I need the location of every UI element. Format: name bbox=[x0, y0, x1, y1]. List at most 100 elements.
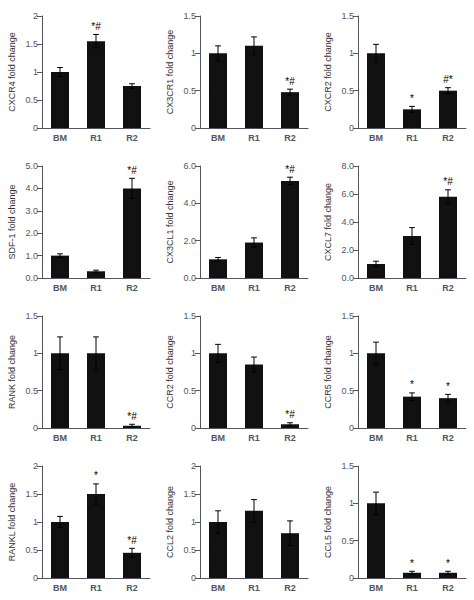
svg-text:R1: R1 bbox=[406, 583, 418, 593]
svg-text:*: * bbox=[410, 558, 414, 569]
svg-text:2: 2 bbox=[33, 11, 38, 21]
svg-text:CXCL7 fold change: CXCL7 fold change bbox=[323, 183, 333, 261]
svg-text:2.0: 2.0 bbox=[25, 228, 38, 238]
svg-text:BM: BM bbox=[369, 283, 383, 293]
svg-text:R2: R2 bbox=[284, 583, 296, 593]
svg-text:BM: BM bbox=[211, 283, 225, 293]
svg-text:3.0: 3.0 bbox=[25, 206, 38, 216]
svg-text:4.0: 4.0 bbox=[341, 217, 354, 227]
svg-text:*#: *# bbox=[127, 411, 137, 422]
svg-text:R1: R1 bbox=[406, 433, 418, 443]
svg-text:CCL5 fold change: CCL5 fold change bbox=[323, 486, 333, 558]
svg-text:1.5: 1.5 bbox=[25, 311, 38, 321]
svg-text:R1: R1 bbox=[248, 283, 260, 293]
svg-text:0.5: 0.5 bbox=[183, 545, 196, 555]
svg-text:BM: BM bbox=[211, 433, 225, 443]
svg-text:*#: *# bbox=[443, 176, 453, 187]
svg-text:R1: R1 bbox=[248, 133, 260, 143]
svg-text:R2: R2 bbox=[442, 433, 454, 443]
svg-text:R2: R2 bbox=[126, 583, 138, 593]
svg-text:0: 0 bbox=[191, 573, 196, 583]
svg-text:BM: BM bbox=[53, 583, 67, 593]
svg-text:0: 0 bbox=[33, 423, 38, 433]
svg-text:0.0: 0.0 bbox=[183, 273, 196, 283]
svg-text:8.0: 8.0 bbox=[341, 161, 354, 171]
svg-text:*#: *# bbox=[285, 164, 295, 175]
svg-text:1: 1 bbox=[191, 348, 196, 358]
svg-text:R2: R2 bbox=[284, 283, 296, 293]
svg-text:1.5: 1.5 bbox=[25, 489, 38, 499]
svg-text:R1: R1 bbox=[248, 433, 260, 443]
svg-text:R2: R2 bbox=[442, 283, 454, 293]
svg-text:1: 1 bbox=[33, 67, 38, 77]
svg-text:CCL2 fold change: CCL2 fold change bbox=[165, 486, 175, 558]
svg-text:0.5: 0.5 bbox=[25, 386, 38, 396]
svg-text:BM: BM bbox=[369, 433, 383, 443]
svg-text:6.0: 6.0 bbox=[341, 189, 354, 199]
svg-text:*#: *# bbox=[127, 535, 137, 546]
svg-text:1.5: 1.5 bbox=[183, 11, 196, 21]
svg-text:1: 1 bbox=[349, 48, 354, 58]
svg-text:0: 0 bbox=[191, 123, 196, 133]
svg-text:RANKL fold change: RANKL fold change bbox=[7, 483, 17, 562]
svg-text:*#: *# bbox=[127, 165, 137, 176]
svg-text:BM: BM bbox=[211, 133, 225, 143]
svg-text:BM: BM bbox=[369, 583, 383, 593]
svg-text:0.5: 0.5 bbox=[341, 86, 354, 96]
svg-text:1: 1 bbox=[33, 517, 38, 527]
svg-text:R2: R2 bbox=[284, 133, 296, 143]
svg-text:2: 2 bbox=[191, 461, 196, 471]
svg-text:CXCR2 fold change: CXCR2 fold change bbox=[323, 32, 333, 112]
svg-text:BM: BM bbox=[53, 133, 67, 143]
svg-text:*#: *# bbox=[285, 409, 295, 420]
svg-text:BM: BM bbox=[53, 433, 67, 443]
svg-text:1.5: 1.5 bbox=[25, 39, 38, 49]
svg-text:*: * bbox=[410, 379, 414, 390]
svg-text:*: * bbox=[446, 381, 450, 392]
svg-text:1: 1 bbox=[191, 48, 196, 58]
svg-text:5.0: 5.0 bbox=[25, 161, 38, 171]
svg-text:R1: R1 bbox=[90, 133, 102, 143]
svg-text:*: * bbox=[94, 470, 98, 481]
svg-text:1.5: 1.5 bbox=[341, 461, 354, 471]
svg-text:CXCR4 fold change: CXCR4 fold change bbox=[7, 32, 17, 112]
svg-text:*#: *# bbox=[285, 76, 295, 87]
svg-text:R2: R2 bbox=[442, 133, 454, 143]
svg-text:0.5: 0.5 bbox=[341, 386, 354, 396]
svg-text:CCR2 fold change: CCR2 fold change bbox=[165, 335, 175, 409]
svg-text:CCR5 fold change: CCR5 fold change bbox=[323, 335, 333, 409]
svg-text:BM: BM bbox=[211, 583, 225, 593]
svg-text:0.5: 0.5 bbox=[25, 545, 38, 555]
svg-text:0: 0 bbox=[349, 573, 354, 583]
svg-text:0.5: 0.5 bbox=[183, 86, 196, 96]
svg-text:SDF-1 fold change: SDF-1 fold change bbox=[7, 184, 17, 259]
svg-text:1: 1 bbox=[33, 348, 38, 358]
svg-text:CX3CR1 fold change: CX3CR1 fold change bbox=[165, 30, 175, 115]
svg-text:0.5: 0.5 bbox=[25, 95, 38, 105]
svg-text:1: 1 bbox=[349, 498, 354, 508]
svg-text:R2: R2 bbox=[442, 583, 454, 593]
svg-text:R1: R1 bbox=[406, 283, 418, 293]
svg-text:*: * bbox=[410, 93, 414, 104]
svg-text:R1: R1 bbox=[90, 583, 102, 593]
svg-text:R2: R2 bbox=[126, 283, 138, 293]
svg-text:CX3CL1 fold change: CX3CL1 fold change bbox=[165, 180, 175, 263]
svg-text:R1: R1 bbox=[406, 133, 418, 143]
svg-text:R1: R1 bbox=[248, 583, 260, 593]
svg-text:0: 0 bbox=[191, 423, 196, 433]
svg-text:1.5: 1.5 bbox=[341, 311, 354, 321]
svg-text:0: 0 bbox=[349, 123, 354, 133]
svg-text:R2: R2 bbox=[284, 433, 296, 443]
svg-text:1: 1 bbox=[349, 348, 354, 358]
svg-text:0.5: 0.5 bbox=[341, 536, 354, 546]
svg-text:1.5: 1.5 bbox=[341, 11, 354, 21]
svg-text:4.0: 4.0 bbox=[25, 183, 38, 193]
svg-text:2.0: 2.0 bbox=[341, 245, 354, 255]
svg-text:0: 0 bbox=[33, 573, 38, 583]
svg-text:*: * bbox=[446, 558, 450, 569]
svg-text:0: 0 bbox=[349, 423, 354, 433]
svg-text:R1: R1 bbox=[90, 433, 102, 443]
svg-text:BM: BM bbox=[53, 283, 67, 293]
svg-text:1.5: 1.5 bbox=[183, 311, 196, 321]
svg-text:BM: BM bbox=[369, 133, 383, 143]
